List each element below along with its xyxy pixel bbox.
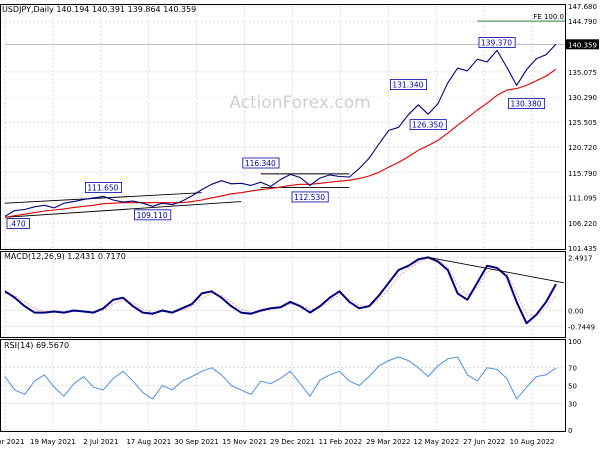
x-tick-label: 29 Dec 2021 — [270, 438, 315, 446]
price-label-box — [409, 119, 447, 131]
current-price-label: 140.359 — [568, 41, 597, 49]
price-label-box — [508, 98, 546, 109]
price-label: 130.380 — [510, 100, 541, 109]
macd-tick-label: 2.4917 — [568, 254, 593, 262]
macd-divergence-line — [428, 256, 565, 284]
price-label: .470 — [9, 219, 26, 228]
price-label-box — [84, 182, 122, 193]
x-tick-label: 10 Aug 2022 — [510, 438, 555, 446]
x-tick-label: 5 Apr 2021 — [0, 438, 24, 446]
series-layer — [4, 20, 565, 400]
x-tick-label: 29 Mar 2022 — [366, 438, 410, 446]
rsi-tick-label: 50 — [568, 383, 577, 391]
price-label: 111.650 — [87, 184, 118, 193]
rsi-tick-label: 100 — [568, 338, 581, 346]
ema-line — [4, 68, 557, 218]
rsi-header: RSI(14) 69.5670 — [4, 341, 69, 350]
price-tick-label: 130.290 — [568, 94, 597, 102]
symbol-header: USDJPY,Daily 140.194 140.391 139.864 140… — [2, 5, 196, 14]
x-tick-label: 17 Aug 2021 — [126, 438, 171, 446]
annotation-layer: FE 100.0 111.650 .470 109.110 116.340 112.530… — [6, 13, 564, 229]
price-label: 109.110 — [137, 211, 168, 220]
price-label-box — [242, 157, 280, 169]
x-tick-label: 27 Jun 2022 — [463, 438, 505, 446]
price-tick-label: 144.790 — [568, 18, 597, 26]
price-label-box — [6, 218, 30, 229]
price-tick-label: 106.220 — [568, 220, 597, 228]
x-tick-label: 15 Nov 2021 — [222, 438, 267, 446]
price-tick-label: 120.720 — [568, 144, 597, 152]
macd-panel-frame — [0, 251, 566, 338]
rsi-tick-label: 0 — [568, 427, 572, 435]
price-panel-frame — [0, 4, 566, 250]
price-label: 131.340 — [392, 81, 423, 90]
price-tick-label: 111.095 — [568, 194, 597, 202]
price-line — [4, 43, 557, 217]
x-tick-label: 2 Jul 2021 — [83, 438, 118, 446]
price-tick-label: 115.790 — [568, 170, 597, 178]
rsi-tick-label: 70 — [568, 365, 577, 373]
x-tick-label: 11 Feb 2022 — [319, 438, 363, 446]
macd-line — [4, 256, 557, 325]
price-label-box — [134, 209, 172, 221]
current-price-box — [566, 39, 599, 50]
grid-layer — [1, 5, 565, 431]
price-label-box — [478, 37, 516, 48]
price-label: 112.530 — [294, 193, 325, 202]
watermark: ActionForex.com — [229, 93, 370, 113]
rsi-panel-frame — [0, 339, 566, 432]
price-label: 116.340 — [245, 159, 276, 168]
macd-tick-label: 0.00 — [568, 307, 584, 315]
price-tick-label: 135.075 — [568, 69, 597, 77]
x-tick-label: 19 May 2021 — [30, 438, 76, 446]
price-tick-label: 147.680 — [568, 3, 597, 11]
price-tick-label: 101.435 — [568, 245, 597, 253]
price-label-box — [291, 191, 329, 203]
macd-tick-label: -0.7449 — [568, 323, 595, 331]
trendline — [4, 192, 202, 204]
axis-layer: 5 Apr 2021 19 May 2021 2 Jul 2021 17 Aug 20… — [0, 3, 599, 446]
rsi-tick-label: 30 — [568, 400, 577, 408]
price-label: 126.350 — [412, 121, 443, 130]
x-tick-label: 12 May 2022 — [413, 438, 459, 446]
x-tick-label: 30 Sep 2021 — [174, 438, 218, 446]
trendline — [4, 201, 242, 218]
rsi-line — [4, 356, 557, 400]
price-label-box — [390, 79, 428, 90]
macd-header: MACD(12,26,9) 1.2431 0.7170 — [4, 252, 126, 261]
price-label: 139.370 — [481, 38, 512, 47]
price-tick-label: 125.505 — [568, 119, 597, 127]
fe-level-label: FE 100.0 — [533, 13, 564, 21]
